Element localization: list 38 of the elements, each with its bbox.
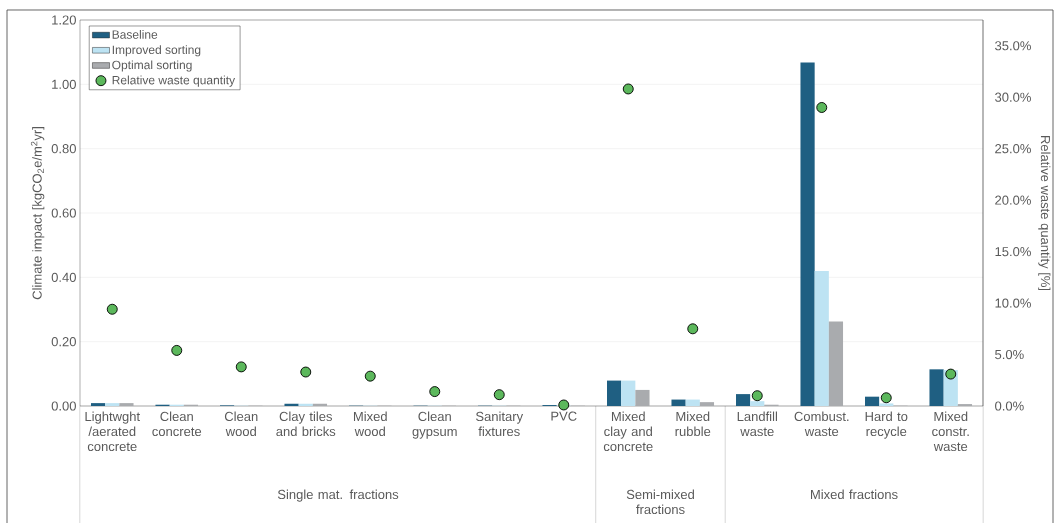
y-tick-label: 0.00: [51, 401, 76, 411]
y-tick-label: 1.20: [52, 15, 76, 25]
legend-label: Improved sorting: [112, 45, 201, 57]
x-tick-label: Clean gypsum: [412, 411, 457, 439]
y2-tick-label: 35.0%: [995, 41, 1031, 51]
y-tick-label: 0.80: [51, 144, 76, 154]
y2-tick-label: 30.0%: [995, 92, 1031, 102]
y2-tick-label: 10.0%: [995, 298, 1031, 308]
x-tick-label: Sanitary fixtures: [476, 411, 524, 437]
legend-label: Relative waste quantity: [112, 75, 236, 87]
text: Single mat. fractions: [277, 489, 399, 502]
y2-tick-label: 5.0%: [995, 349, 1024, 360]
y2-tick-label: 15.0%: [995, 246, 1031, 257]
x-tick-label: Hard to recycle: [865, 411, 908, 439]
y-tick-label: 1.00: [52, 79, 76, 89]
x-tick-label: Landfill waste: [737, 411, 777, 437]
legend-label: Baseline: [112, 30, 158, 39]
y-tick-label: 0.40: [51, 272, 76, 282]
x-tick-label: Lightwght /aerated concrete: [85, 411, 140, 452]
x-tick-label: Combust. waste: [794, 411, 849, 437]
x-tick-label: Mixed wood: [353, 411, 387, 437]
y2-axis-title: Relative waste quantity [%]: [1038, 136, 1051, 291]
text: Mixed fractions: [811, 489, 898, 500]
y2-tick-label: 20.0%: [995, 195, 1031, 205]
x-tick-label: Clean concrete: [152, 411, 202, 437]
legend-label: Optimal sorting: [112, 60, 192, 72]
y-tick-label: 0.20: [51, 337, 76, 347]
x-tick-label: PVC: [551, 411, 577, 421]
x-tick-label: Mixed constr. waste: [932, 411, 969, 452]
text: Semi-mixed fractions: [626, 489, 694, 515]
y-axis-title: Climate impact [kgCO$_{2}$e/m$^{2}$yr]: [30, 127, 45, 300]
x-tick-label: Clay tiles and bricks: [276, 411, 336, 437]
x-tick-label: Mixed rubble: [675, 411, 711, 437]
x-tick-label: Clean wood: [224, 411, 258, 437]
y2-tick-label: 0.0%: [995, 401, 1024, 411]
y-tick-label: 0.60: [51, 208, 76, 218]
x-tick-label: Mixed clay and concrete: [603, 411, 653, 452]
y2-tick-label: 25.0%: [995, 144, 1031, 154]
